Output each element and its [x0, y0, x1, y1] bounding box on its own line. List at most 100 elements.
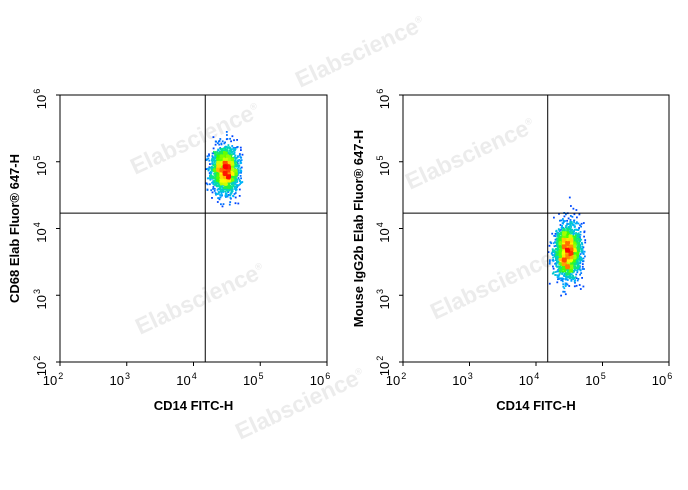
y-tick-label: 105	[375, 156, 392, 176]
event-dot	[225, 196, 227, 198]
event-dot	[580, 272, 583, 274]
event-dot	[219, 148, 222, 150]
event-dot	[228, 175, 231, 178]
event-dot	[570, 273, 573, 276]
event-dot	[558, 233, 561, 235]
event-dot	[222, 155, 224, 158]
event-dot	[221, 165, 224, 168]
event-dot	[566, 223, 568, 226]
event-dot	[574, 262, 577, 265]
event-dot	[225, 149, 228, 152]
event-dot	[551, 254, 554, 256]
event-dot	[551, 272, 554, 275]
event-dot	[226, 147, 229, 150]
x-axis-title: CD14 FITC-H	[496, 398, 575, 413]
event-dot	[567, 266, 570, 269]
event-dot	[238, 159, 241, 161]
event-dot	[555, 251, 558, 253]
event-dot	[573, 268, 576, 271]
event-dot	[224, 183, 226, 186]
event-dot	[221, 161, 223, 163]
event-dot	[565, 243, 568, 246]
event-dot	[560, 250, 563, 253]
event-dot	[573, 267, 576, 269]
event-dot	[218, 143, 221, 146]
event-dot	[233, 151, 236, 154]
y-tick-label: 104	[32, 222, 49, 242]
event-dot	[234, 154, 237, 157]
event-dot	[219, 190, 222, 192]
event-dot	[577, 257, 579, 260]
event-dot	[237, 160, 240, 162]
event-dot	[578, 247, 580, 250]
event-dot	[240, 149, 242, 151]
event-dot	[567, 250, 570, 253]
event-dots	[547, 196, 587, 297]
event-dot	[569, 240, 572, 243]
event-dot	[224, 162, 227, 165]
event-dot	[569, 222, 572, 225]
event-dot	[239, 153, 241, 155]
event-dot	[564, 232, 566, 234]
event-dot	[220, 185, 223, 188]
event-dot	[574, 222, 577, 225]
event-dot	[217, 182, 219, 185]
event-dot	[239, 146, 242, 149]
event-dot	[564, 262, 567, 265]
event-dot	[230, 149, 232, 151]
event-dot	[240, 171, 242, 174]
event-dot	[571, 264, 574, 267]
event-dot	[212, 163, 214, 165]
event-dot	[577, 229, 580, 231]
event-dot	[214, 140, 217, 143]
event-dot	[205, 182, 208, 185]
event-dot	[571, 244, 574, 247]
event-dot	[216, 169, 219, 172]
event-dot	[575, 277, 578, 279]
event-dot	[228, 187, 230, 189]
event-dot	[222, 151, 224, 154]
event-dot	[218, 191, 221, 194]
event-dot	[559, 242, 562, 245]
event-dot	[229, 184, 232, 187]
event-dot	[226, 159, 228, 162]
event-dot	[547, 251, 550, 253]
event-dot	[556, 256, 558, 259]
event-dot	[578, 262, 580, 265]
event-dot	[570, 226, 572, 228]
event-dot	[557, 268, 559, 271]
event-dot	[566, 233, 569, 235]
event-dot	[213, 180, 216, 182]
event-dot	[230, 171, 233, 173]
event-dot	[573, 238, 575, 241]
event-dot	[563, 221, 565, 223]
event-dot	[218, 169, 221, 172]
event-dot	[214, 153, 217, 156]
event-dot	[558, 230, 561, 232]
event-dot	[234, 180, 236, 183]
event-dot	[561, 259, 564, 261]
event-dot	[581, 263, 584, 265]
event-dot	[573, 270, 575, 273]
y-tick-label: 102	[32, 356, 49, 376]
event-dot	[558, 239, 561, 242]
event-dot	[571, 222, 574, 225]
event-dot	[568, 273, 570, 276]
event-dot	[216, 165, 219, 168]
event-dot	[581, 245, 584, 248]
event-dot	[570, 268, 573, 271]
event-dot	[559, 231, 562, 234]
event-dot	[578, 241, 581, 244]
event-dot	[225, 152, 228, 155]
event-dot	[212, 147, 215, 150]
event-dot	[575, 273, 578, 276]
event-dot	[573, 249, 576, 251]
event-dot	[561, 266, 564, 269]
event-dot	[549, 259, 551, 262]
event-dot	[235, 172, 237, 175]
event-dot	[226, 187, 228, 190]
event-dot	[566, 222, 569, 225]
event-dot	[209, 167, 212, 169]
event-dot	[562, 255, 565, 257]
event-dot	[562, 265, 565, 268]
